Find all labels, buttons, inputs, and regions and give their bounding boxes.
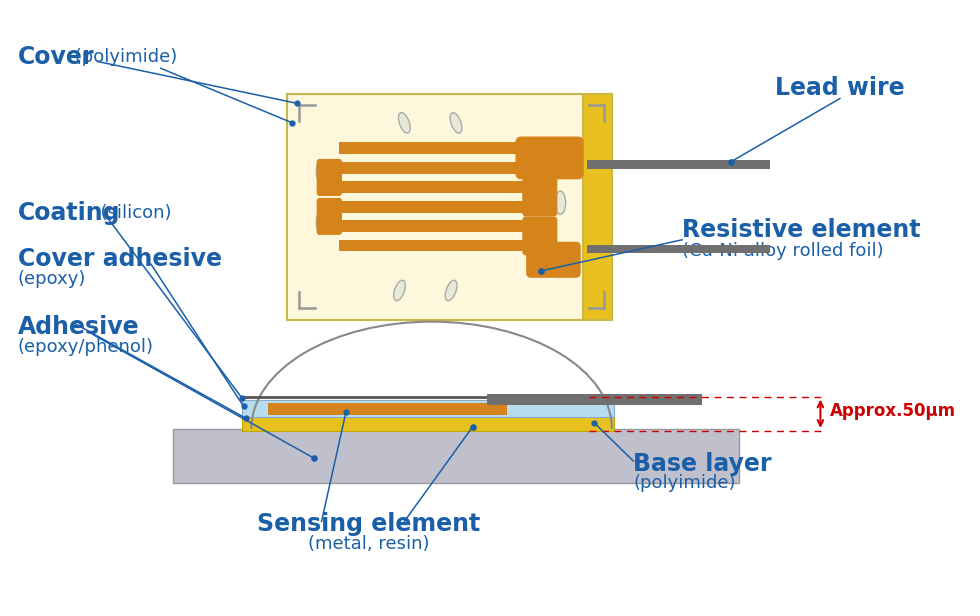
Text: (polyimide): (polyimide) (69, 47, 177, 66)
Bar (587, 160, 769, 169)
Text: Sensing element: Sensing element (257, 513, 480, 537)
Text: (polyimide): (polyimide) (633, 474, 736, 492)
Text: Base layer: Base layer (633, 452, 772, 476)
Text: Lead wire: Lead wire (775, 76, 905, 100)
Ellipse shape (317, 160, 327, 184)
FancyBboxPatch shape (522, 216, 558, 256)
Ellipse shape (394, 280, 406, 301)
Text: Cover: Cover (18, 44, 94, 68)
FancyBboxPatch shape (526, 241, 581, 278)
Ellipse shape (450, 113, 462, 133)
Text: Adhesive: Adhesive (18, 315, 139, 339)
Ellipse shape (555, 191, 565, 214)
FancyBboxPatch shape (522, 177, 558, 216)
FancyBboxPatch shape (317, 159, 342, 196)
Bar (339, 142, 526, 154)
Text: Approx.50μm: Approx.50μm (830, 402, 956, 420)
Bar (242, 415, 613, 431)
Bar (339, 221, 526, 232)
Ellipse shape (399, 113, 411, 133)
Bar (242, 400, 613, 417)
Bar (173, 429, 739, 484)
Bar (268, 403, 507, 415)
Bar (583, 94, 612, 320)
FancyBboxPatch shape (522, 139, 558, 177)
Ellipse shape (445, 280, 457, 301)
Text: Cover adhesive: Cover adhesive (18, 247, 221, 271)
Text: Resistive element: Resistive element (682, 218, 920, 242)
Text: (epoxy): (epoxy) (18, 270, 86, 288)
Bar (487, 394, 702, 405)
Bar (587, 245, 769, 253)
Bar (339, 240, 526, 251)
FancyBboxPatch shape (515, 137, 584, 179)
Ellipse shape (317, 211, 327, 234)
Bar (339, 181, 526, 193)
Text: (Cu-Ni alloy rolled foil): (Cu-Ni alloy rolled foil) (682, 243, 884, 261)
Text: (epoxy/phenol): (epoxy/phenol) (18, 338, 154, 356)
Text: Coating: Coating (18, 201, 120, 224)
Text: (silicon): (silicon) (89, 203, 172, 222)
Text: (metal, resin): (metal, resin) (308, 535, 429, 553)
FancyBboxPatch shape (317, 198, 342, 235)
Bar (287, 94, 612, 320)
Bar (339, 201, 526, 213)
Bar (339, 162, 526, 174)
